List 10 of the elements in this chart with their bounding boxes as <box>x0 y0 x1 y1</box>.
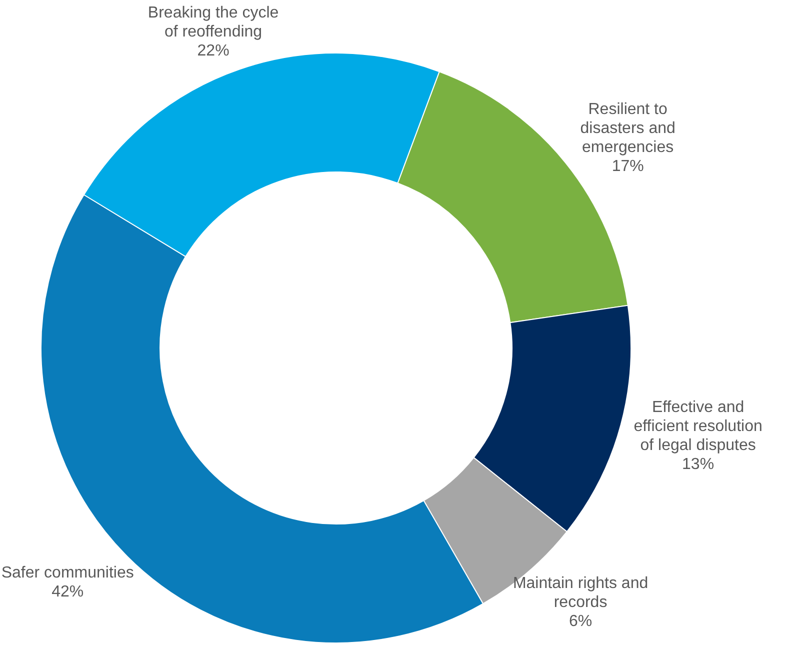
data-label: 22% <box>197 42 230 60</box>
slice-label: Safer communities <box>1 564 134 582</box>
slice-label: Effective and efficient resolution of legal disputes <box>634 398 762 454</box>
data-label: 13% <box>682 456 714 473</box>
data-label: 6% <box>568 612 592 630</box>
slice-label: Resilient to disasters and emergencies <box>580 101 676 156</box>
data-label: 17% <box>612 158 644 176</box>
slice-label: Breaking the cycle of reoffending <box>148 4 279 40</box>
data-label: 42% <box>52 583 84 600</box>
slice-label: Maintain rights and records <box>512 574 648 611</box>
